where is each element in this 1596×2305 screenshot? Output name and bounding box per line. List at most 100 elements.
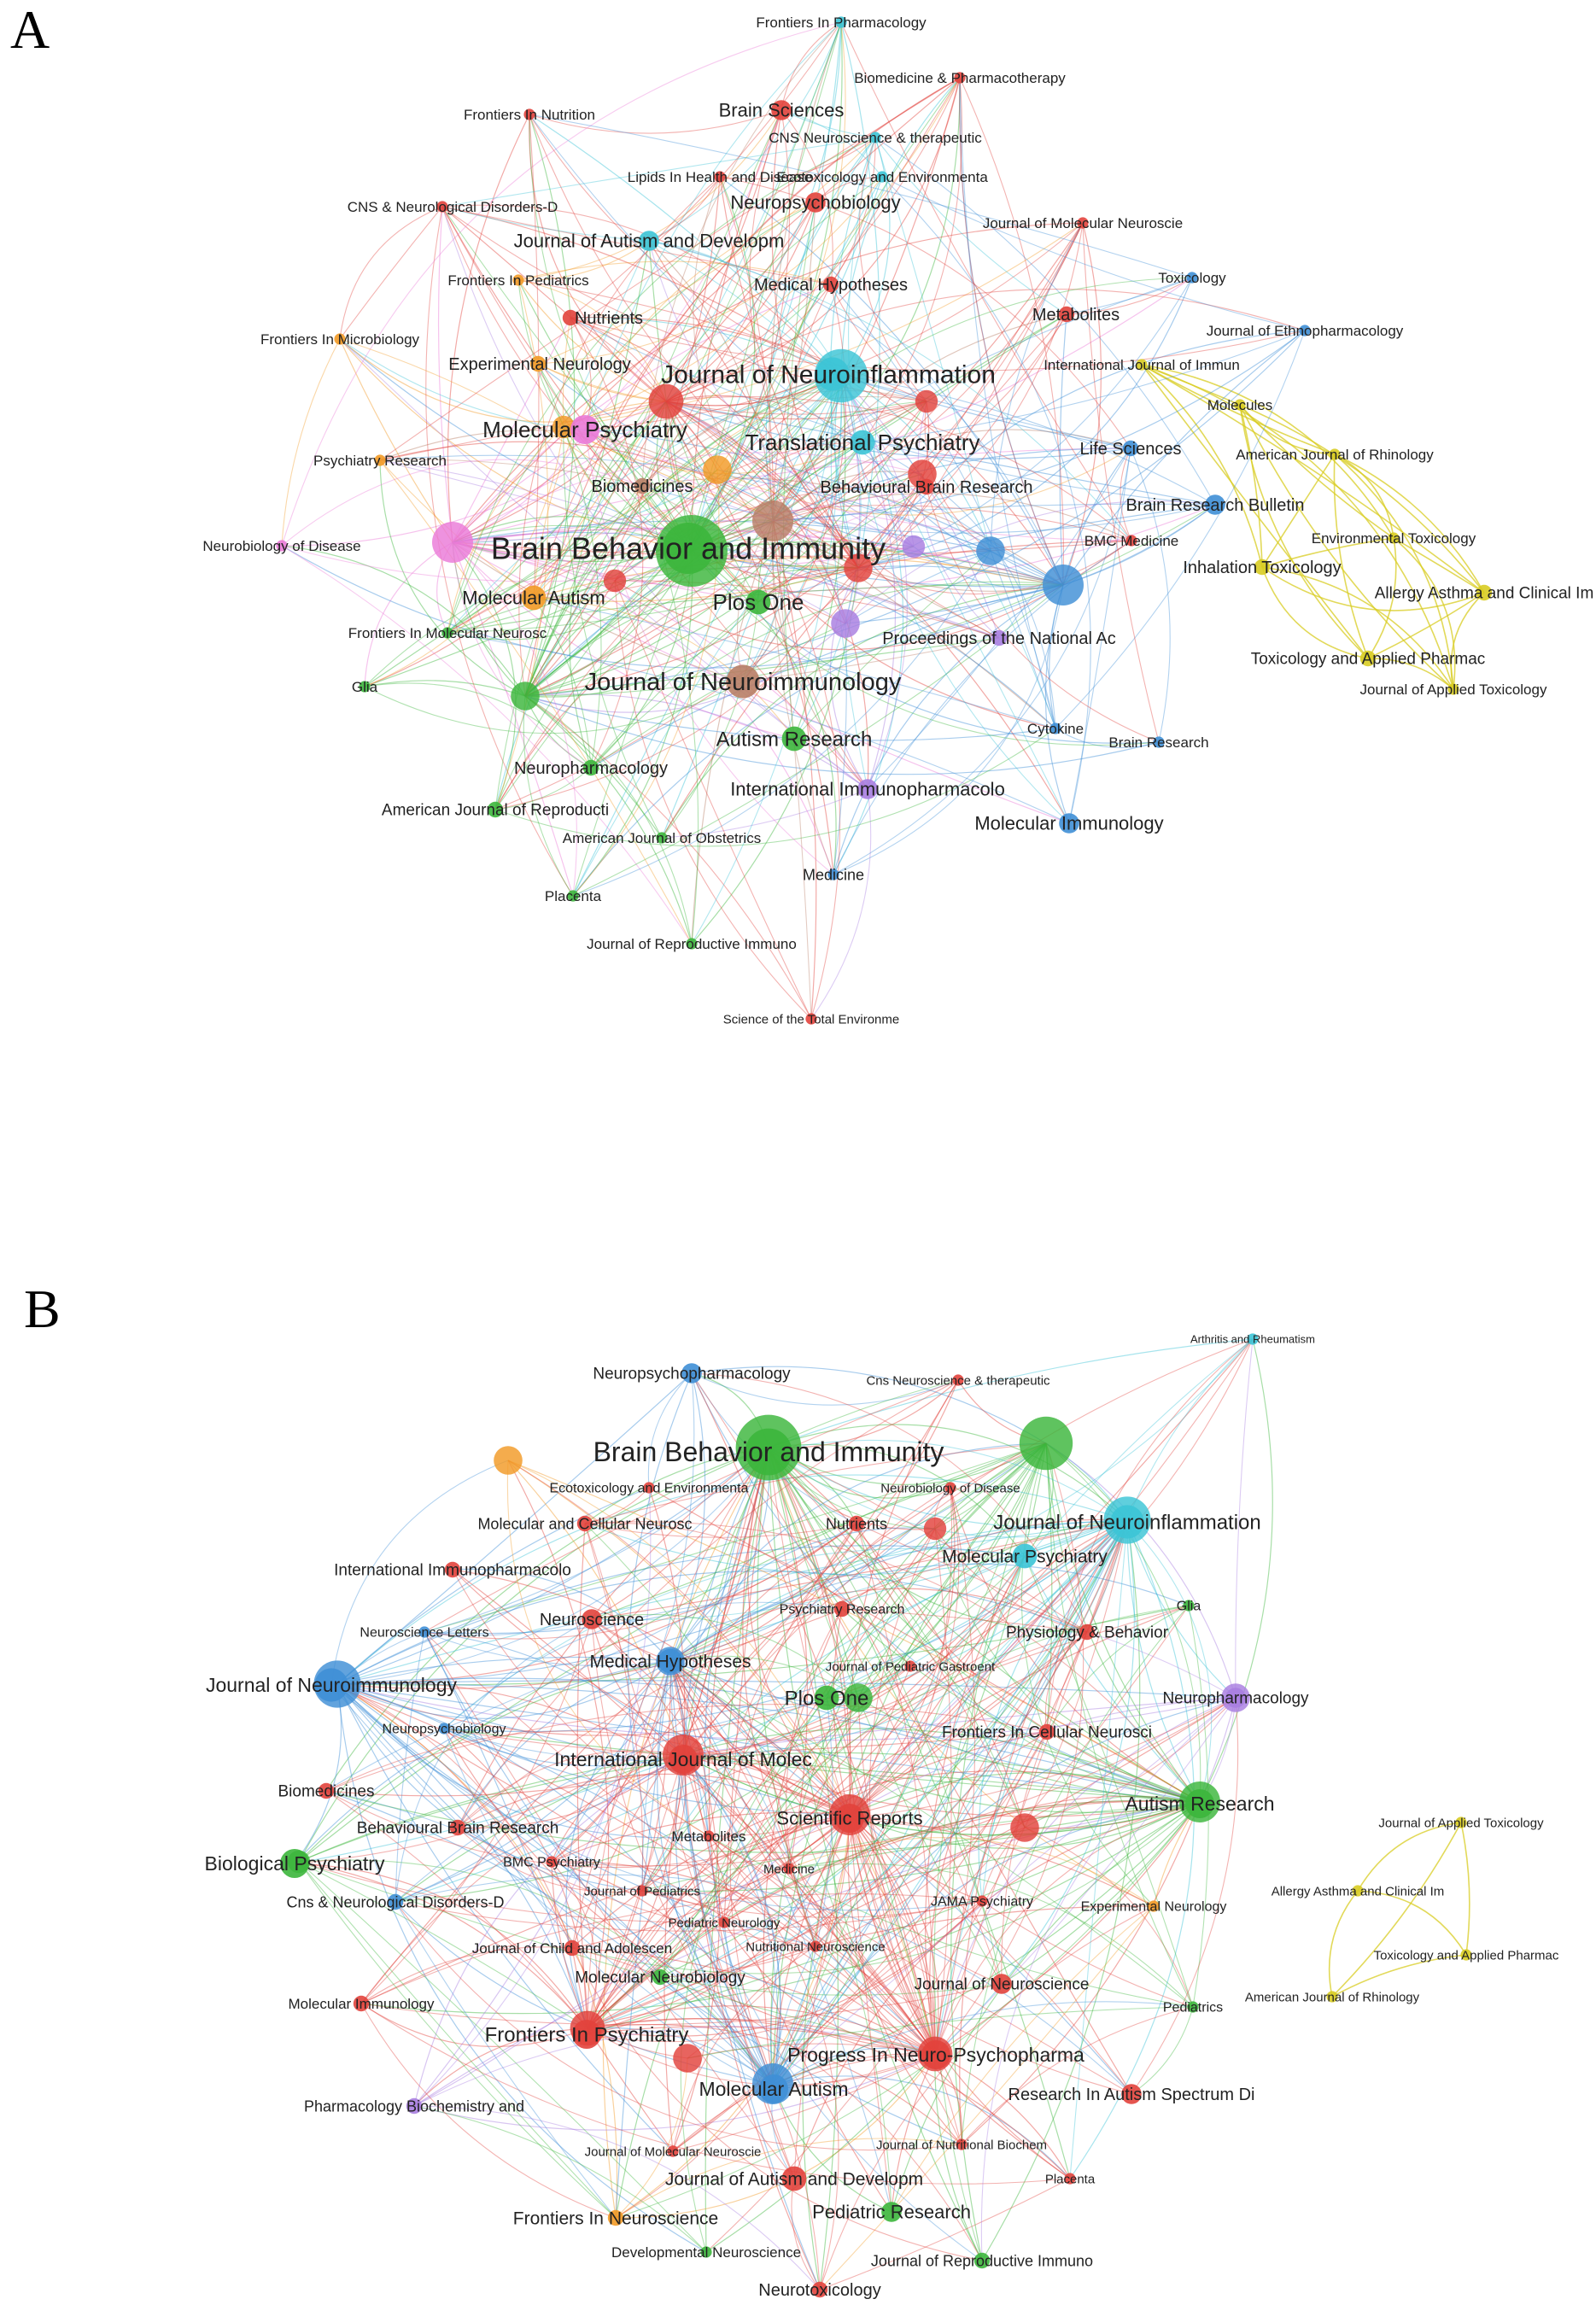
link-edge — [507, 1460, 936, 2055]
link-edge — [840, 375, 908, 790]
journal-node — [636, 1885, 648, 1897]
link-edge — [772, 202, 816, 522]
journal-label: Molecular and Cellular Neurosc — [477, 1515, 692, 1532]
link-edge — [413, 2105, 707, 2253]
link-edge — [862, 442, 1064, 586]
link-edge — [848, 137, 1070, 824]
link-edge — [669, 1660, 725, 1923]
link-edge — [524, 21, 842, 697]
link-edge — [281, 338, 341, 547]
link-edge — [793, 1665, 911, 2179]
link-edge — [716, 448, 1131, 516]
link-edge — [457, 1754, 684, 1829]
link-edge — [524, 375, 842, 697]
link-edge — [687, 547, 1160, 746]
link-edge — [840, 137, 891, 377]
link-edge — [452, 375, 842, 543]
link-edge — [336, 1683, 674, 2152]
link-edge — [452, 504, 1216, 593]
link-edge — [452, 317, 571, 543]
link-edge — [687, 1487, 953, 2059]
link-edge — [587, 1731, 1048, 2029]
journal-node — [956, 2138, 968, 2150]
journal-node — [669, 1745, 698, 1774]
link-edge — [772, 520, 1056, 729]
link-edge — [336, 1683, 851, 1819]
journal-node — [918, 478, 935, 495]
journal-node — [1012, 1543, 1038, 1569]
link-edge — [959, 77, 1056, 729]
link-edge — [665, 401, 1216, 506]
link-edge — [1069, 1519, 1196, 2179]
link-edge — [661, 567, 859, 839]
link-edge — [379, 459, 693, 945]
link-edge — [615, 1660, 671, 2219]
journal-label: Science of the Total Environme — [723, 1012, 900, 1027]
link-edge — [572, 584, 1064, 897]
link-edge — [572, 550, 693, 897]
link-edge — [570, 317, 1216, 506]
link-edge — [336, 1487, 650, 1685]
journal-label: Proceedings of the National Ac — [882, 629, 1116, 648]
link-edge — [641, 1519, 1128, 1892]
link-edge — [395, 1901, 588, 2029]
link-edge — [587, 2018, 936, 2055]
journal-label: Behavioural Brain Research — [357, 1820, 559, 1838]
link-edge — [917, 401, 1000, 639]
link-edge — [648, 240, 915, 547]
link-edge — [628, 1372, 774, 2085]
link-edge — [395, 1901, 617, 2219]
link-edge — [669, 1660, 1201, 1813]
link-edge — [591, 1618, 1132, 2095]
link-edge — [648, 240, 774, 522]
link-edge — [768, 1439, 1128, 1523]
link-edge — [757, 222, 1084, 603]
link-edge — [325, 1447, 769, 1792]
link-edge — [664, 1754, 684, 2152]
link-edge — [857, 1697, 1201, 1803]
journal-label: Toxicology and Applied Pharmac — [1374, 1948, 1559, 1963]
link-edge — [447, 550, 693, 641]
link-edge — [572, 375, 842, 897]
link-edge — [874, 137, 1216, 506]
link-edge — [336, 1683, 936, 2055]
link-edge — [768, 1447, 1071, 2179]
link-edge — [452, 429, 586, 543]
journal-label: Placenta — [1045, 2172, 1096, 2186]
link-edge — [773, 2053, 936, 2090]
link-edge — [517, 279, 927, 402]
journal-node — [1234, 399, 1246, 411]
link-edge — [529, 114, 689, 549]
link-edge — [768, 1338, 1254, 1448]
link-edge — [849, 1814, 936, 2055]
link-edge — [587, 1900, 983, 2037]
link-edge — [1126, 1519, 1236, 1699]
link-edge — [360, 1814, 851, 2004]
link-edge — [1001, 1731, 1048, 1985]
link-edge — [857, 1697, 937, 2056]
link-edge — [571, 1770, 1201, 1949]
link-edge — [1045, 1442, 1053, 1733]
journal-label: Metabolites — [1032, 306, 1120, 325]
journal-label: International Immunopharmacolo — [334, 1562, 571, 1580]
journal-label: Molecules — [1207, 397, 1273, 413]
link-edge — [452, 1568, 671, 1662]
journal-label: Journal of Applied Toxicology — [1360, 682, 1547, 698]
link-edge — [1141, 364, 1454, 690]
link-edge — [379, 441, 859, 569]
journal-node — [1038, 1723, 1055, 1740]
link-edge — [723, 1922, 936, 2055]
link-edge — [669, 1660, 816, 1947]
journal-label: Progress In Neuro-Psychopharma — [787, 2044, 1084, 2066]
journal-node — [656, 832, 668, 844]
link-edge — [294, 1523, 857, 1864]
link-edge — [641, 375, 842, 487]
link-edge — [959, 77, 1064, 586]
link-edge — [815, 1519, 1128, 1947]
link-edge — [325, 1790, 774, 2085]
link-edge — [669, 1660, 851, 1819]
link-edge — [1131, 1697, 1239, 2095]
link-edge — [857, 222, 1084, 569]
link-edge — [1055, 330, 1306, 729]
link-edge — [1068, 448, 1131, 824]
